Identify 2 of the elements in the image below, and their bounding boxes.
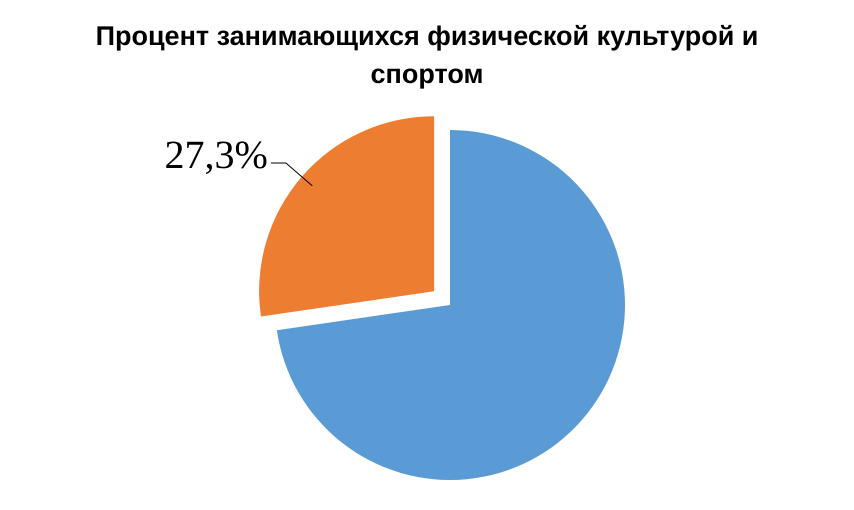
data-label: 27,3% [164,132,268,178]
chart-title: Процент занимающихся физической культурой и спортом [96,21,758,89]
